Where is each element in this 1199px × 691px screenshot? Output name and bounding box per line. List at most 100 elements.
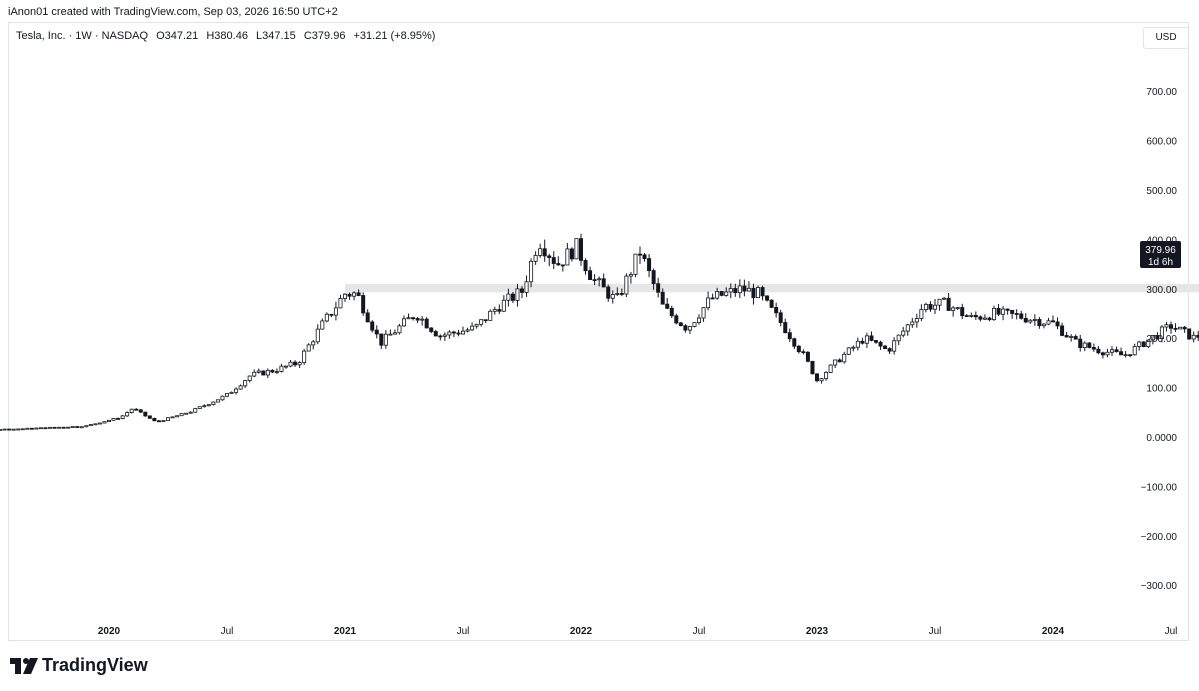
candle-body: [887, 348, 892, 352]
candle: [411, 316, 416, 321]
candle-body: [447, 331, 452, 336]
candle: [724, 287, 729, 297]
candle-body: [107, 419, 112, 423]
candle: [874, 340, 879, 344]
candle: [70, 426, 75, 428]
candle: [946, 293, 951, 311]
candle: [7, 428, 12, 431]
candle: [161, 420, 166, 423]
candle: [460, 326, 465, 335]
time-axis: Jul2020Jul2021Jul2022Jul2023Jul2024Jul20…: [98, 626, 1178, 637]
candle: [719, 290, 724, 297]
legend-open: O347.21: [156, 30, 199, 42]
candle-body: [234, 388, 239, 393]
price-tag-value: 379.96: [1145, 245, 1176, 256]
candle-body: [215, 399, 220, 403]
candle-body: [1159, 326, 1164, 339]
candle-body: [724, 291, 729, 296]
support-zone: [345, 283, 1199, 293]
candle-body: [665, 303, 670, 309]
candle: [923, 302, 928, 313]
candle: [338, 294, 343, 309]
candle: [606, 284, 611, 302]
candle-body: [311, 341, 316, 346]
candle-body: [501, 299, 506, 312]
candle: [379, 333, 384, 350]
candle-body: [660, 291, 665, 305]
candle-body: [515, 288, 520, 301]
candle: [992, 305, 997, 321]
candle: [701, 307, 706, 322]
candle-body: [815, 373, 820, 382]
candle: [647, 254, 652, 278]
candle: [556, 256, 561, 266]
candle: [1110, 346, 1115, 356]
candle: [401, 315, 406, 327]
candle-body: [288, 361, 293, 367]
candle: [429, 327, 434, 334]
candle-body: [1137, 341, 1142, 347]
x-tick-label: Jul: [693, 626, 706, 637]
candle-body: [29, 427, 34, 430]
candle: [846, 347, 851, 356]
candle-body: [615, 293, 620, 295]
chart-credit: iAnon01 created with TradingView.com, Se…: [8, 6, 338, 18]
candles-layer: [0, 233, 1199, 431]
candle: [583, 258, 588, 275]
candle-body: [1150, 335, 1155, 341]
candle: [1169, 321, 1174, 334]
candle-body: [855, 340, 860, 348]
candle-body: [1196, 334, 1199, 338]
candle: [147, 415, 152, 419]
price-tag-bg: [1140, 241, 1181, 268]
candle-body: [860, 340, 865, 344]
candle: [38, 427, 43, 430]
y-tick-label: 600.00: [1146, 137, 1177, 148]
candle-body: [883, 345, 888, 349]
candle-body: [283, 365, 288, 368]
candle-body: [547, 255, 552, 258]
candle-body: [25, 427, 30, 430]
candle-body: [647, 258, 652, 272]
candle: [125, 411, 130, 417]
candle-body: [846, 347, 851, 355]
candle: [687, 325, 692, 334]
candle-body: [851, 346, 856, 349]
candle-body: [1073, 336, 1078, 340]
candle: [951, 306, 956, 317]
candle-body: [551, 257, 556, 264]
candle: [16, 428, 21, 431]
currency-button[interactable]: USD: [1143, 27, 1189, 49]
candle-body: [1146, 339, 1151, 347]
candle: [170, 416, 175, 419]
candle-body: [1041, 323, 1046, 327]
candle: [515, 284, 520, 307]
candle: [1123, 350, 1128, 358]
candle-body: [347, 293, 352, 297]
candle-body: [129, 408, 134, 413]
candle-body: [697, 317, 702, 324]
candle: [942, 297, 947, 301]
candle-body: [43, 427, 48, 430]
candle-body: [120, 415, 125, 419]
candle-body: [342, 293, 347, 299]
candle-body: [270, 369, 275, 373]
candle: [1141, 340, 1146, 348]
candle-body: [588, 270, 593, 281]
candle-body: [1191, 334, 1196, 340]
candle-body: [733, 288, 738, 294]
candle-body: [1005, 308, 1010, 311]
candle-body: [533, 255, 538, 262]
candle: [774, 302, 779, 318]
candle: [1023, 313, 1028, 324]
candle-body: [116, 418, 121, 420]
candle: [388, 329, 393, 336]
candle: [1037, 317, 1042, 329]
candle-body: [706, 297, 711, 309]
candle-body: [833, 359, 838, 366]
candle: [592, 274, 597, 286]
candle: [1178, 326, 1183, 330]
candle: [361, 292, 366, 316]
candle-body: [420, 318, 425, 321]
